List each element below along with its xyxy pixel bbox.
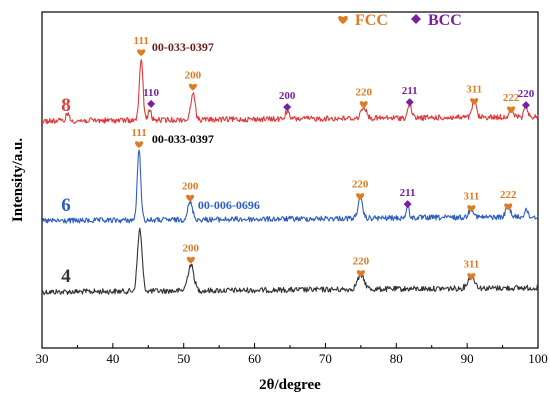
peak-hkl-label: 311 (463, 191, 479, 203)
x-tick-label: 80 (390, 351, 403, 366)
legend-bcc-icon (411, 14, 421, 24)
fcc-marker-icon (507, 106, 516, 114)
x-tick-label: 70 (319, 351, 332, 366)
fcc-marker-icon (137, 49, 146, 57)
peak-hkl-label: 111 (134, 35, 149, 47)
legend-fcc-label: FCC (355, 12, 388, 29)
fcc-marker-icon (356, 193, 365, 200)
bcc-marker-icon (147, 99, 156, 108)
peak-hkl-label: 200 (279, 90, 296, 102)
bcc-marker-icon (403, 200, 412, 209)
series-8-label: 8 (61, 95, 71, 116)
series-8-line (41, 58, 539, 125)
peak-hkl-label: 220 (355, 87, 372, 99)
pdf-card-label: 00-033-0397 (152, 40, 214, 54)
fcc-marker-icon (359, 101, 368, 108)
legend-bcc-label: BCC (428, 12, 462, 29)
series-layer: 4 6 8 (41, 58, 539, 296)
bcc-marker-icon (283, 103, 292, 112)
annotation-layer: 200 220 311 111 200 220 211 311 222 00-033-0397 00… (131, 35, 535, 280)
peak-hkl-label: 222 (500, 189, 517, 201)
bcc-marker-icon (521, 101, 530, 110)
fcc-marker-icon (188, 83, 197, 91)
peak-hkl-label: 111 (131, 127, 146, 139)
x-tick-label: 50 (177, 351, 190, 366)
peak-hkl-label: 222 (503, 92, 520, 104)
x-tick-label: 100 (528, 351, 548, 366)
peak-hkl-label: 311 (463, 259, 479, 271)
peak-hkl-label: 211 (402, 85, 418, 97)
peak-hkl-label: 220 (353, 256, 370, 268)
legend-fcc-icon (338, 15, 348, 24)
bcc-marker-icon (405, 98, 414, 107)
plot-frame (41, 11, 539, 349)
peak-hkl-label: 200 (185, 69, 202, 81)
fcc-marker-icon (135, 141, 144, 149)
fcc-marker-icon (470, 98, 479, 105)
x-axis: 30 40 50 60 70 80 90 100 (36, 343, 548, 366)
x-tick-label: 40 (106, 351, 119, 366)
series-4-line (41, 227, 538, 296)
x-tick-label: 30 (36, 351, 49, 366)
pdf-card-label: 00-033-0397 (152, 132, 214, 146)
y-axis-title: Intensity/a.u. (10, 138, 26, 222)
peak-hkl-label: 110 (143, 87, 159, 99)
peak-hkl-label: 200 (182, 180, 199, 192)
peak-hkl-label: 220 (352, 179, 369, 191)
fcc-marker-icon (467, 273, 476, 280)
series-6-label: 6 (61, 195, 71, 216)
fcc-marker-icon (504, 203, 513, 211)
series-6-line (41, 149, 539, 224)
peak-hkl-label: 211 (400, 187, 416, 199)
x-axis-title: 2θ/degree (259, 377, 321, 393)
peak-hkl-label: 220 (518, 88, 535, 100)
x-tick-label: 60 (248, 351, 261, 366)
fcc-marker-icon (186, 256, 195, 264)
fcc-marker-icon (356, 270, 365, 277)
peak-hkl-label: 200 (183, 242, 200, 254)
peak-hkl-label: 311 (466, 84, 482, 96)
series-4-label: 4 (61, 266, 71, 287)
legend: FCC BCC (338, 12, 462, 29)
fcc-marker-icon (186, 194, 195, 202)
x-tick-label: 90 (461, 351, 474, 366)
fcc-marker-icon (467, 205, 476, 212)
pdf-card-label: 00-006-0696 (198, 198, 260, 212)
